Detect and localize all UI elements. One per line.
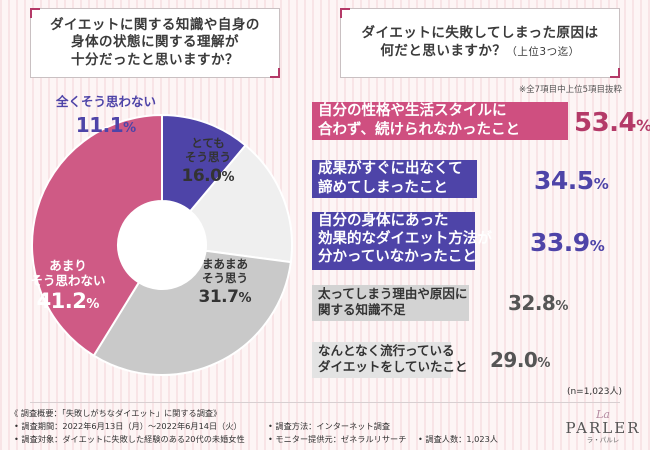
pie-label-2: まあまあ そう思う 31.7% xyxy=(186,257,264,307)
pie-label-0: 全くそう思わない 11.1% xyxy=(40,94,172,137)
box-corner xyxy=(340,8,350,18)
excerpt-note: ※全7項目中上位5項目抜粋 xyxy=(519,85,622,95)
bar-highlight xyxy=(312,212,475,270)
pie-label-3: あまり そう思わない 41.2% xyxy=(10,258,126,314)
ranking-value: 34.5% xyxy=(534,166,609,195)
monitor-provider: • モニター提供元：ゼネラルリサーチ xyxy=(268,434,407,444)
ranking-label: 成果がすぐに出なくて 諦めてしまったこと xyxy=(318,161,463,196)
pie-value: 31.7 xyxy=(198,286,239,307)
question-box-2: ダイエットに失敗してしまった原因は 何だと思いますか？（上位3つ迄） xyxy=(340,8,620,78)
logo-script: La xyxy=(596,408,610,421)
bar-highlight xyxy=(312,102,568,140)
logo-kana: ラ・パルレ xyxy=(586,436,620,444)
bar-highlight xyxy=(312,285,470,321)
question-2-sub: （上位3つ迄） xyxy=(506,46,580,58)
pie-value: 16.0 xyxy=(181,165,222,186)
pie-value: 41.2 xyxy=(36,289,87,313)
ranking-label: 自分の身体にあった 効果的なダイエット方法が 分かっていなかったこと xyxy=(318,213,492,266)
sample-size-note: (n=1,023人) xyxy=(566,387,622,397)
survey-period: • 調査期間：2022年6月13日（月）～2022年6月14日（火） xyxy=(14,421,242,431)
bar-highlight xyxy=(312,342,452,378)
ranking-label: 太ってしまう理由や原因に 関する知識不足 xyxy=(318,286,468,317)
ranking-value: 29.0% xyxy=(490,348,551,372)
ranking-value: 32.8% xyxy=(508,291,569,315)
survey-overview: 《 調査概要：「失敗しがちなダイエット」に関する調査》 xyxy=(10,408,222,418)
ranking-item-3: 自分の身体にあった 効果的なダイエット方法が 分かっていなかったこと 33.9% xyxy=(312,210,612,272)
ranking-value: 53.4% xyxy=(574,108,650,138)
question-2-text: ダイエットに失敗してしまった原因は 何だと思いますか？ xyxy=(361,25,599,59)
logo-brand: PARLER xyxy=(565,419,641,437)
brand-logo: La PARLER ラ・パルレ xyxy=(563,408,643,446)
box-corner xyxy=(30,8,40,18)
pie-label-name: そう思う xyxy=(185,149,231,164)
ranking-item-1: 自分の性格や生活スタイルに 合わず、続けられなかったこと 53.4% xyxy=(312,100,650,144)
question-box-1: ダイエットに関する知識や自身の 身体の状態に関する理解が 十分だったと思いますか… xyxy=(30,8,280,78)
donut-hole xyxy=(118,201,206,289)
box-corner xyxy=(270,68,280,78)
pie-label-1: とても そう思う 16.0% xyxy=(172,136,244,186)
pie-label-name: 全くそう思わない xyxy=(55,94,156,109)
pie-label-name: あまり xyxy=(49,258,87,273)
pie-label-name: そう思う xyxy=(202,270,248,285)
question-1-text: ダイエットに関する知識や自身の 身体の状態に関する理解が 十分だったと思いますか… xyxy=(50,16,260,68)
ranking-label: 自分の性格や生活スタイルに 合わず、続けられなかったこと xyxy=(318,103,520,138)
box-corner xyxy=(610,68,620,78)
pie-label-name: まあまあ xyxy=(202,257,248,271)
survey-count: • 調査人数：1,023人 xyxy=(418,434,498,444)
ranking-label: なんとなく流行っている ダイエットをしていたこと xyxy=(318,343,468,374)
ranking-item-4: 太ってしまう理由や原因に 関する知識不足 32.8% xyxy=(312,283,612,323)
pie-label-name: とても xyxy=(191,136,225,150)
pie-label-name: そう思わない xyxy=(30,273,106,288)
ranking-item-5: なんとなく流行っている ダイエットをしていたこと 29.0% xyxy=(312,340,612,380)
bar-highlight xyxy=(312,160,478,198)
footer-divider xyxy=(30,402,620,403)
survey-target: • 調査対象：ダイエットに失敗した経験のある20代の未婚女性 xyxy=(14,434,245,444)
survey-method: • 調査方法：インターネット調査 xyxy=(268,421,391,431)
pie-value: 11.1 xyxy=(75,113,124,137)
ranking-value: 33.9% xyxy=(530,228,605,257)
ranking-item-2: 成果がすぐに出なくて 諦めてしまったこと 34.5% xyxy=(312,158,612,202)
